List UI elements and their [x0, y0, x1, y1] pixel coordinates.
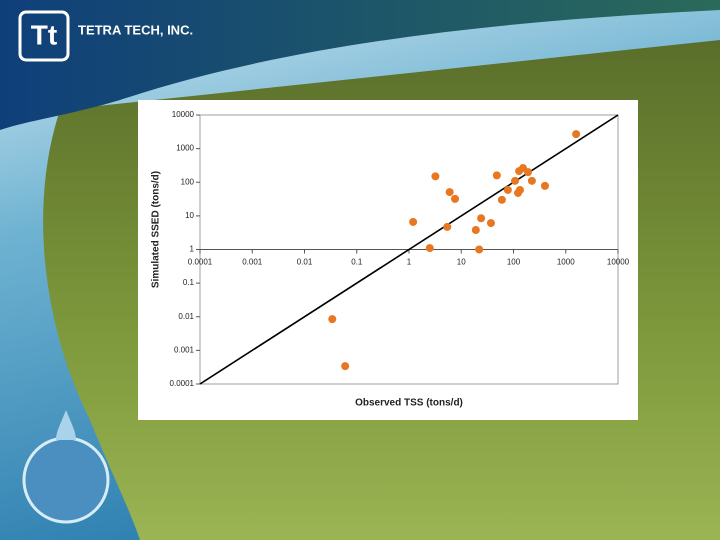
y-tick-label: 1000	[176, 144, 194, 153]
x-tick-label: 1	[407, 258, 412, 267]
point	[341, 362, 350, 371]
y-tick-label: 10000	[172, 110, 195, 119]
chart-panel	[138, 100, 638, 420]
point	[503, 185, 512, 194]
globe	[22, 436, 110, 524]
x-tick-label: 1000	[557, 258, 575, 267]
header-band	[0, 0, 720, 130]
point	[471, 226, 480, 235]
y-tick-label: 0.001	[174, 345, 195, 354]
point	[445, 188, 454, 197]
y-axis-title: Simulated SSED (tons/d)	[151, 171, 162, 288]
y-tick-label: 0.1	[183, 278, 195, 287]
point	[477, 214, 486, 223]
y-tick-label: 0.01	[178, 312, 194, 321]
point	[527, 176, 536, 185]
point	[451, 194, 460, 203]
point	[497, 195, 506, 204]
point	[524, 168, 533, 177]
point	[409, 217, 418, 226]
x-axis-title: Observed TSS (tons/d)	[355, 398, 463, 409]
x-tick-label: 100	[507, 258, 521, 267]
point	[511, 176, 520, 185]
point	[540, 181, 549, 190]
company-name: TETRA TECH, INC.	[78, 22, 193, 37]
x-tick-label: 0.0001	[188, 258, 213, 267]
y-tick-label: 0.0001	[170, 379, 195, 388]
point	[515, 185, 524, 194]
droplet	[56, 410, 76, 440]
logo: Tt	[31, 19, 57, 50]
x-tick-label: 10000	[607, 258, 630, 267]
point	[475, 245, 484, 254]
point	[431, 172, 440, 181]
x-tick-label: 0.001	[242, 258, 263, 267]
point	[443, 222, 452, 231]
point	[486, 219, 495, 228]
logo-box	[18, 10, 70, 62]
y-tick-label: 1	[190, 245, 195, 254]
point	[328, 315, 337, 324]
x-tick-label: 10	[457, 258, 466, 267]
y-tick-label: 10	[185, 211, 194, 220]
one-to-one-line	[199, 114, 619, 385]
point	[572, 130, 581, 139]
x-tick-label: 0.1	[351, 258, 363, 267]
point	[492, 171, 501, 180]
chart: 0.0001 0.001 0.01 0.1 1 10 100 1000 10000 0.0001 0…	[151, 110, 630, 409]
point	[425, 244, 434, 253]
y-tick-label: 100	[181, 177, 195, 186]
x-tick-label: 0.01	[297, 258, 313, 267]
